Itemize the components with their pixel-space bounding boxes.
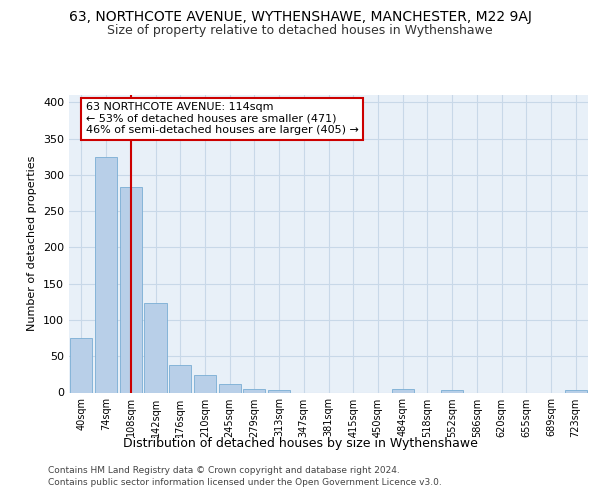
- Bar: [243, 389, 265, 392]
- Bar: [268, 390, 290, 392]
- Text: 63 NORTHCOTE AVENUE: 114sqm
← 53% of detached houses are smaller (471)
46% of se: 63 NORTHCOTE AVENUE: 114sqm ← 53% of det…: [86, 102, 359, 136]
- Bar: [119, 187, 142, 392]
- Bar: [565, 390, 587, 392]
- Y-axis label: Number of detached properties: Number of detached properties: [28, 156, 37, 332]
- Bar: [218, 384, 241, 392]
- Text: Distribution of detached houses by size in Wythenshawe: Distribution of detached houses by size …: [122, 438, 478, 450]
- Text: 63, NORTHCOTE AVENUE, WYTHENSHAWE, MANCHESTER, M22 9AJ: 63, NORTHCOTE AVENUE, WYTHENSHAWE, MANCH…: [68, 10, 532, 24]
- Bar: [392, 389, 414, 392]
- Text: Contains public sector information licensed under the Open Government Licence v3: Contains public sector information licen…: [48, 478, 442, 487]
- Bar: [95, 156, 117, 392]
- Bar: [169, 365, 191, 392]
- Bar: [194, 375, 216, 392]
- Text: Size of property relative to detached houses in Wythenshawe: Size of property relative to detached ho…: [107, 24, 493, 37]
- Bar: [70, 338, 92, 392]
- Text: Contains HM Land Registry data © Crown copyright and database right 2024.: Contains HM Land Registry data © Crown c…: [48, 466, 400, 475]
- Bar: [441, 390, 463, 392]
- Bar: [145, 303, 167, 392]
